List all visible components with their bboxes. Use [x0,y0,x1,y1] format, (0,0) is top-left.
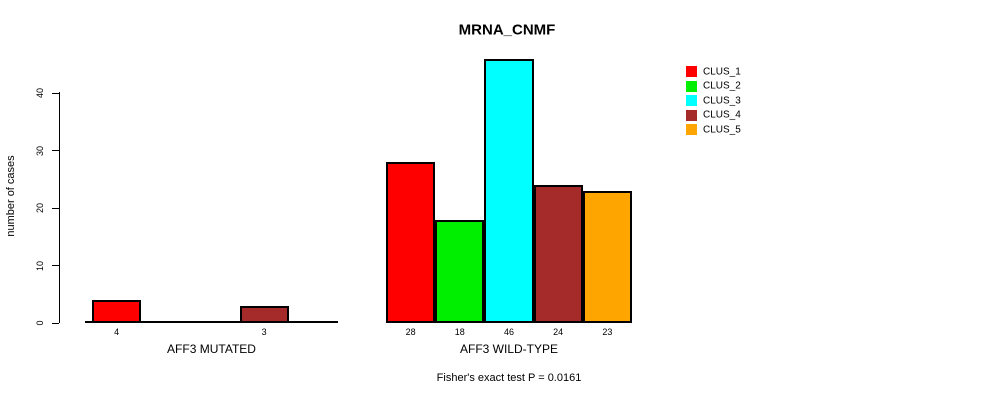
bar-clus_1-wildtype [386,162,436,323]
bar-clus_5-wildtype [582,190,632,323]
bar-clus_2-wildtype [435,219,485,323]
group-label-aff3-mutated: AFF3 MUTATED [167,342,256,356]
y-axis-tick [52,92,59,94]
legend-label-clus_2: CLUS_2 [703,80,741,92]
x-axis-baseline [85,321,338,323]
bar-value-label: 28 [405,327,416,337]
legend-swatch-clus_3 [686,95,697,107]
legend-label-clus_3: CLUS_3 [703,95,741,107]
bar-clus_3-wildtype [484,58,534,323]
x-axis-baseline [386,321,632,323]
y-axis-tick-label: 10 [35,260,45,271]
legend-swatch-clus_4 [686,109,697,121]
y-axis-label: number of cases [5,155,17,237]
y-axis-tick [52,322,59,324]
legend-label-clus_1: CLUS_1 [703,66,741,77]
legend-label-clus_4: CLUS_4 [703,109,741,121]
legend: CLUS_1 CLUS_2 CLUS_3 CLUS_4 CLUS_5 [686,66,776,144]
bar-value-label: 24 [553,327,564,337]
y-axis-line [59,92,60,323]
bar-value-label: 23 [602,327,613,337]
bar-clus_1-mutated [92,300,142,323]
y-axis-tick-label: 0 [35,320,45,326]
y-axis-tick [52,207,59,209]
y-axis-tick-label: 40 [35,87,45,99]
fisher-test-annotation: Fisher's exact test P = 0.0161 [436,372,582,384]
y-axis-tick-label: 20 [35,202,45,214]
y-axis-tick-label: 30 [35,145,45,156]
bar-value-label: 3 [261,327,267,337]
bar-clus_4-wildtype [533,185,583,323]
legend-label-clus_5: CLUS_5 [703,124,741,136]
chart-title: MRNA_CNMF [458,21,556,39]
legend-swatch-clus_1 [686,66,697,77]
group-label-aff3-wild-type: AFF3 WILD-TYPE [459,342,559,356]
bar-value-label: 4 [114,327,120,337]
bar-value-label: 18 [454,327,465,337]
y-axis-tick [52,150,59,151]
y-axis-tick [52,265,59,266]
legend-swatch-clus_5 [686,124,697,136]
bar-value-label: 46 [503,327,515,337]
legend-swatch-clus_2 [686,80,697,92]
